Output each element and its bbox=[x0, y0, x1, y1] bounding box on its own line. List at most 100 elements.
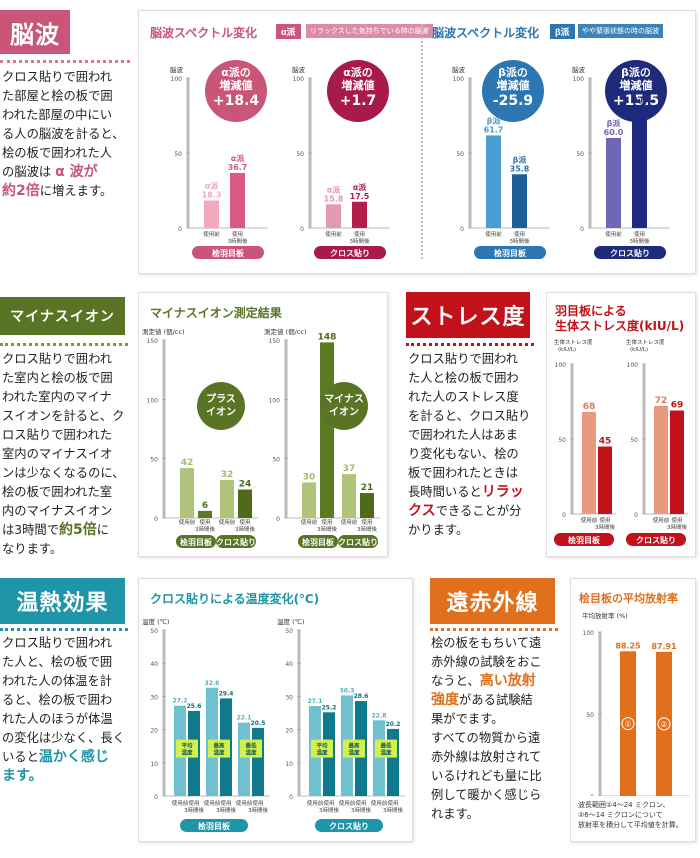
tick-label: 20 bbox=[285, 728, 293, 735]
category-label: 3時間後 bbox=[667, 523, 687, 531]
stress-divider bbox=[406, 343, 534, 346]
bar-value-label: 35.8 bbox=[510, 164, 530, 173]
bar bbox=[512, 174, 527, 228]
bar-value-label: 6 bbox=[202, 501, 208, 511]
bar-value-label: 25.6 bbox=[187, 703, 202, 710]
alpha-cloth-bubble: α派の 増減値 +1.7 bbox=[327, 60, 389, 122]
category-label: 使用 bbox=[355, 799, 366, 807]
category-label: ② bbox=[660, 720, 667, 729]
bar-series-label: α派 bbox=[353, 183, 367, 192]
thermal-chart-title: クロス貼りによる温度変化(℃) bbox=[150, 592, 320, 606]
group-label-bg bbox=[216, 535, 256, 548]
tick-label: 0 bbox=[634, 512, 638, 519]
category-label: 使用前 bbox=[301, 518, 318, 526]
tick-label: 10 bbox=[150, 761, 158, 768]
tick-label: 50 bbox=[150, 457, 158, 464]
category-label: 3時間後 bbox=[317, 525, 337, 533]
bar bbox=[486, 135, 501, 228]
group-tag-bg bbox=[343, 739, 365, 758]
beta-cloth-bubble: β派の 増減値 +15.5 bbox=[605, 60, 667, 122]
category-label: 3時間後 bbox=[351, 806, 371, 814]
thermal-description: クロス貼りで囲われ た人と、桧の板で囲 われた人の体温を計 ると、桧の板で囲わ れた人の… bbox=[2, 636, 125, 784]
bar bbox=[230, 172, 245, 228]
category-circle bbox=[657, 717, 671, 731]
tick-label: 30 bbox=[150, 694, 158, 701]
bar bbox=[654, 406, 668, 514]
stress-description: クロス貼りで囲われ た人と桧の板で囲わ れた人のストレス度 を計ると、クロス貼り で囲わ… bbox=[408, 352, 531, 537]
bar-value-label: 87.91 bbox=[651, 642, 677, 651]
category-label: 3時間後 bbox=[248, 806, 268, 814]
far-ir-heading: 遠赤外線 bbox=[430, 578, 555, 624]
bar bbox=[302, 482, 316, 518]
axis-label: (kIU/L) bbox=[630, 347, 648, 353]
bar-value-label: 20.5 bbox=[251, 720, 266, 727]
category-label: 使用 bbox=[671, 516, 682, 524]
tick-label: 100 bbox=[573, 76, 585, 83]
category-label: 3時間後 bbox=[228, 237, 248, 245]
bar-series-label: α派 bbox=[205, 182, 219, 191]
bar bbox=[238, 722, 250, 796]
bar-series-label: β派 bbox=[487, 116, 502, 125]
category-label: 使用前 bbox=[341, 518, 358, 526]
bar-value-label: 24 bbox=[239, 480, 252, 490]
chart-footer-bg bbox=[180, 819, 248, 832]
bar-value-label: 25.2 bbox=[322, 704, 337, 711]
chart-footer-bg bbox=[315, 819, 383, 832]
bar bbox=[598, 446, 612, 514]
category-label: 使用前 bbox=[605, 230, 622, 238]
group-label: クロス貼り bbox=[338, 537, 378, 547]
chart-footer-bg bbox=[554, 533, 614, 546]
tick-label: 0 bbox=[289, 794, 293, 801]
alpha-chart-title: 脳波スペクトル変化 bbox=[150, 26, 258, 40]
stress-heading: ストレス度 bbox=[406, 292, 530, 338]
beta-subtitle: やや緊張状態の時の脳波 bbox=[578, 24, 663, 38]
group-tag: 最高 bbox=[213, 742, 225, 750]
group-label: 桧羽目板 bbox=[180, 537, 213, 547]
category-label: 使用前 bbox=[203, 230, 220, 238]
bar-value-label: 72 bbox=[655, 396, 668, 406]
group-tag-bg bbox=[240, 739, 262, 758]
tick-label: 30 bbox=[285, 694, 293, 701]
category-label: 使用 bbox=[232, 230, 243, 238]
tick-label: 0 bbox=[154, 516, 158, 523]
category-label: ① bbox=[624, 720, 631, 729]
axis-label: 平均放射率 (%) bbox=[582, 611, 628, 620]
group-tag-bg bbox=[311, 739, 333, 758]
panel-divider bbox=[421, 24, 423, 259]
group-tag-bg bbox=[176, 739, 198, 758]
bar-value-label: 42 bbox=[181, 458, 194, 468]
category-label: 3時間後 bbox=[235, 525, 255, 533]
tick-label: 50 bbox=[272, 457, 280, 464]
category-label: 使用 bbox=[239, 518, 250, 526]
group-tag: 温度 bbox=[380, 749, 392, 757]
bar-value-label: 21 bbox=[361, 483, 374, 493]
bar-value-label: 27.1 bbox=[308, 698, 323, 705]
minus-ion-bubble: マイナス イオン bbox=[320, 382, 368, 430]
far-ir-note: 波長範囲①4〜24 ミクロン、 ②6〜14 ミクロンについて 放射率を積分して平均値… bbox=[578, 801, 683, 829]
group-tag-bg bbox=[375, 739, 397, 758]
tick-label: 0 bbox=[276, 516, 280, 523]
category-label: 使用 bbox=[634, 230, 645, 238]
bar-value-label: 45 bbox=[599, 437, 612, 447]
tick-label: 20 bbox=[150, 728, 158, 735]
category-label: 使用前 bbox=[204, 799, 221, 807]
alpha-subtitle: リラックスした気持ちでいる時の脳波 bbox=[306, 24, 433, 38]
group-label: 桧羽目板 bbox=[302, 537, 335, 547]
tick-label: 10 bbox=[285, 761, 293, 768]
tick-label: 100 bbox=[453, 76, 465, 83]
tick-label: 0 bbox=[562, 512, 566, 519]
plus-ion-bubble: プラス イオン bbox=[197, 382, 245, 430]
bar-value-label: 36.7 bbox=[228, 163, 248, 172]
chart-footer: クロス貼り bbox=[610, 248, 650, 258]
group-label-bg bbox=[176, 535, 216, 548]
chart-footer: クロス貼り bbox=[329, 821, 369, 831]
bar bbox=[252, 727, 264, 796]
group-tag: 温度 bbox=[245, 749, 257, 757]
bar-value-label: 75.5 bbox=[630, 105, 650, 114]
category-label: 使用前 bbox=[653, 516, 670, 524]
category-label: 使用 bbox=[323, 799, 334, 807]
